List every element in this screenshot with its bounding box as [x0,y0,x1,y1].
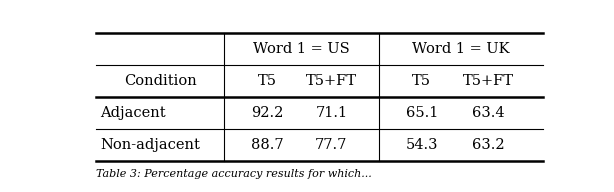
Text: 54.3: 54.3 [405,138,438,152]
Text: 65.1: 65.1 [406,106,438,120]
Text: Non-adjacent: Non-adjacent [101,138,200,152]
Text: 92.2: 92.2 [251,106,283,120]
Text: 63.2: 63.2 [472,138,505,152]
Text: Word 1 = UK: Word 1 = UK [412,42,510,56]
Text: T5+FT: T5+FT [463,74,514,88]
Text: Table 3: Percentage accuracy results for which...: Table 3: Percentage accuracy results for… [96,169,371,179]
Text: 71.1: 71.1 [315,106,348,120]
Text: T5: T5 [258,74,276,88]
Text: 88.7: 88.7 [251,138,284,152]
Text: T5+FT: T5+FT [306,74,357,88]
Text: T5: T5 [412,74,431,88]
Text: Word 1 = US: Word 1 = US [253,42,350,56]
Text: Adjacent: Adjacent [101,106,166,120]
Text: 77.7: 77.7 [315,138,348,152]
Text: Condition: Condition [123,74,196,88]
Text: 63.4: 63.4 [472,106,505,120]
